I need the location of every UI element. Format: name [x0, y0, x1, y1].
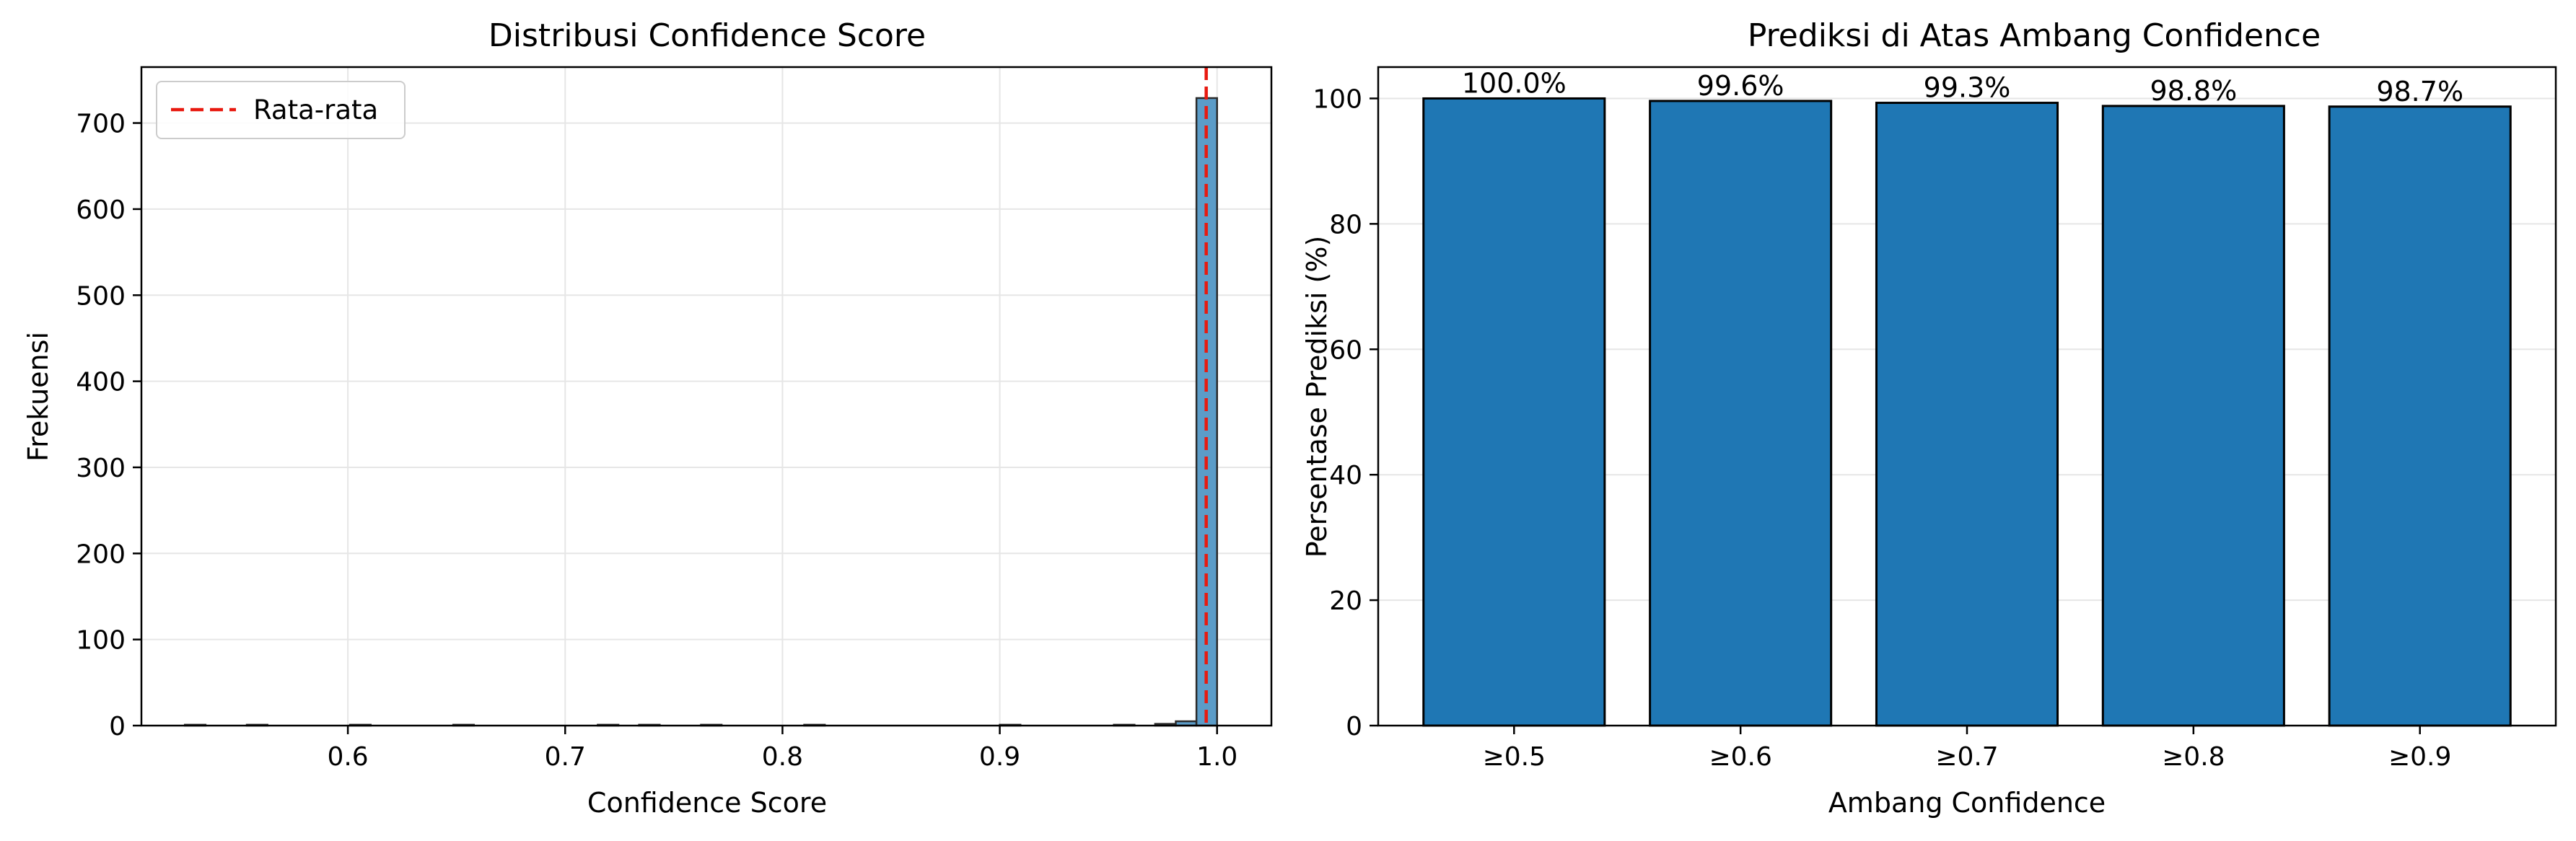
y-tick-label-5: 500	[76, 281, 126, 311]
y-tick-label-5: 100	[1313, 84, 1362, 114]
bar-2	[1875, 102, 2059, 727]
legend: Rata-rata	[156, 81, 406, 139]
y-tick-label-0: 0	[1346, 712, 1362, 741]
y-tick-label-3: 300	[76, 454, 126, 483]
x-tick-label-4: 1.0	[1196, 742, 1237, 772]
histogram-title: Distribusi Confidence Score	[489, 17, 926, 54]
bar-chart-y-ticks: 0 20 40 60 80 100	[1313, 84, 1378, 741]
histogram-x-axis-label: Confidence Score	[587, 787, 827, 819]
x-tick-label-1: ≥0.6	[1709, 742, 1771, 772]
histogram-x-ticks: 0.6 0.7 0.8 0.9 1.0	[327, 726, 1237, 772]
y-tick-label-4: 80	[1329, 210, 1362, 239]
x-tick-label-2: 0.8	[762, 742, 803, 772]
x-tick-label-4: ≥0.9	[2388, 742, 2451, 772]
x-tick-label-3: ≥0.8	[2162, 742, 2225, 772]
legend-box	[156, 81, 406, 139]
y-tick-label-6: 600	[76, 195, 126, 225]
legend-label: Rata-rata	[253, 94, 378, 126]
y-tick-label-7: 700	[76, 110, 126, 139]
bar-chart-title: Prediksi di Atas Ambang Confidence	[1748, 17, 2321, 54]
bar-chart-x-axis-label: Ambang Confidence	[1828, 787, 2106, 819]
bar-3	[2101, 105, 2285, 727]
bar-chart-bars	[1422, 97, 2512, 727]
y-tick-label-1: 100	[76, 626, 126, 656]
x-tick-label-0: 0.6	[327, 742, 368, 772]
bar-value-label-1: 99.6%	[1697, 70, 1784, 102]
bar-value-label-0: 100.0%	[1462, 67, 1567, 99]
x-tick-label-0: ≥0.5	[1483, 742, 1546, 772]
histogram-y-ticks: 0 100 200 300 400 500 600 700	[76, 110, 141, 741]
x-tick-label-3: 0.9	[979, 742, 1020, 772]
y-tick-label-0: 0	[109, 712, 126, 741]
histogram-gridlines	[141, 67, 1271, 726]
bar-value-label-3: 98.8%	[2150, 75, 2237, 107]
bar-chart-panel: Prediksi di Atas Ambang Confidence 100.0…	[1301, 17, 2557, 819]
histogram-axes-frame	[140, 66, 1273, 727]
y-tick-label-3: 60	[1329, 335, 1362, 365]
y-tick-label-2: 200	[76, 540, 126, 569]
bar-4	[2328, 105, 2512, 727]
histogram-bins	[183, 97, 1218, 727]
x-tick-label-1: 0.7	[545, 742, 586, 772]
bar-0	[1422, 97, 1606, 727]
bar-chart-value-labels: 100.0% 99.6% 99.3% 98.8% 98.7%	[1462, 67, 2463, 107]
bar-value-label-2: 99.3%	[1924, 72, 2011, 104]
bar-chart-x-ticks: ≥0.5 ≥0.6 ≥0.7 ≥0.8 ≥0.9	[1483, 726, 2451, 772]
bar-chart-y-axis-label: Persentase Prediksi (%)	[1301, 236, 1333, 558]
x-tick-label-2: ≥0.7	[1935, 742, 1998, 772]
histogram-panel: Distribusi Confidence Score 0.6 0.7 0.8 0.9…	[22, 17, 1273, 819]
y-tick-label-1: 20	[1329, 586, 1362, 616]
y-tick-label-4: 400	[76, 368, 126, 397]
y-tick-label-2: 40	[1329, 461, 1362, 490]
bar-value-label-4: 98.7%	[2376, 76, 2463, 107]
histogram-y-axis-label: Frekuensi	[22, 332, 54, 462]
bar-1	[1649, 100, 1833, 727]
